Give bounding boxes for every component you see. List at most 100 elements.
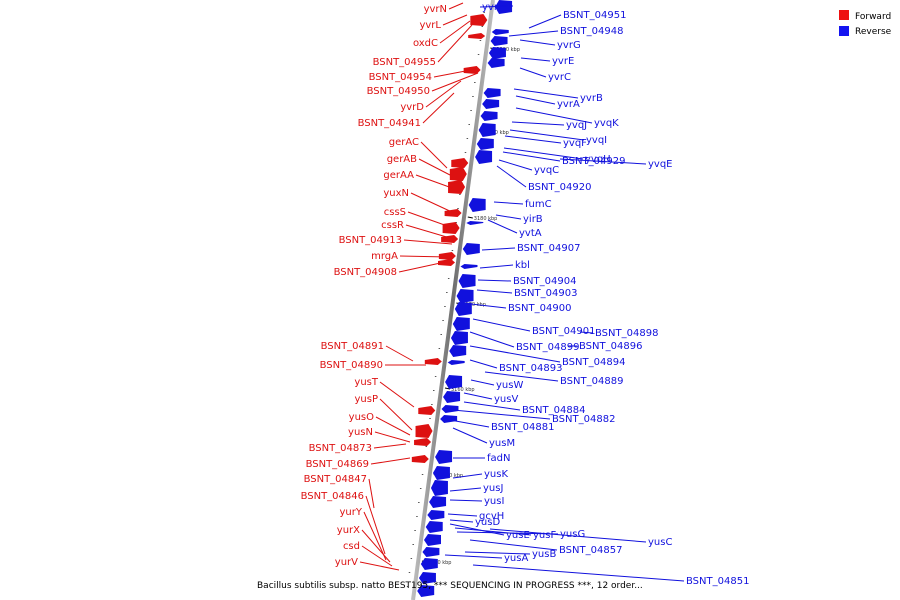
gene-label-yurv[interactable]: yurV: [335, 557, 358, 568]
gene-label-yvrl[interactable]: yvrL: [419, 20, 441, 31]
gene-label-yvrg[interactable]: yvrG: [557, 40, 581, 51]
gene-label-yuxn[interactable]: yuxN: [383, 188, 409, 199]
reverse-gene[interactable]: [418, 572, 436, 584]
forward-gene[interactable]: [442, 222, 460, 234]
gene-label-bsnt-04948[interactable]: BSNT_04948: [560, 26, 623, 37]
gene-label-bsnt-04955[interactable]: BSNT_04955: [373, 57, 436, 68]
gene-label-yusp[interactable]: yusP: [355, 394, 379, 405]
gene-label-yusj[interactable]: yusJ: [483, 483, 503, 494]
gene-label-yusb[interactable]: yusB: [532, 549, 556, 560]
gene-label-bsnt-04869[interactable]: BSNT_04869: [306, 459, 369, 470]
forward-gene[interactable]: [418, 406, 436, 415]
gene-label-bsnt-04890[interactable]: BSNT_04890: [320, 360, 383, 371]
gene-label-yvqc[interactable]: yvqC: [534, 165, 559, 176]
gene-label-yvra[interactable]: yvrA: [557, 99, 580, 110]
gene-label-yvqj[interactable]: yvqJ: [566, 120, 587, 131]
reverse-gene[interactable]: [491, 29, 509, 35]
forward-gene[interactable]: [415, 424, 433, 438]
reverse-gene[interactable]: [450, 331, 468, 345]
reverse-gene[interactable]: [422, 547, 440, 557]
gene-label-bsnt-04889[interactable]: BSNT_04889: [560, 376, 623, 387]
gene-label-csss[interactable]: cssS: [384, 207, 406, 218]
forward-gene[interactable]: [424, 358, 442, 365]
gene-label-bsnt-04954[interactable]: BSNT_04954: [369, 72, 432, 83]
reverse-gene[interactable]: [480, 111, 498, 121]
gene-label-bsnt-04951[interactable]: BSNT_04951: [563, 10, 626, 21]
gene-label-yusa[interactable]: yusA: [504, 553, 528, 564]
gene-label-yurx[interactable]: yurX: [337, 525, 360, 536]
gene-label-bsnt-04847[interactable]: BSNT_04847: [304, 474, 367, 485]
gene-label-geraa[interactable]: gerAA: [383, 170, 414, 181]
gene-label-kbl[interactable]: kbl: [515, 260, 530, 271]
reverse-gene[interactable]: [478, 123, 496, 137]
reverse-gene[interactable]: [476, 138, 494, 150]
gene-label-yvrd[interactable]: yvrD: [400, 102, 424, 113]
gene-label-yusm[interactable]: yusM: [489, 438, 515, 449]
gene-label-yust[interactable]: yusT: [354, 377, 378, 388]
gene-label-yusf[interactable]: yusF: [533, 530, 556, 541]
gene-label-bsnt-04893[interactable]: BSNT_04893: [499, 363, 562, 374]
reverse-gene[interactable]: [445, 375, 463, 389]
forward-gene[interactable]: [449, 167, 467, 181]
gene-label-csd[interactable]: csd: [343, 541, 360, 552]
reverse-gene[interactable]: [449, 345, 467, 357]
reverse-gene[interactable]: [456, 289, 474, 303]
gene-label-yusw[interactable]: yusW: [496, 380, 523, 391]
gene-label-yusv[interactable]: yusV: [494, 394, 518, 405]
reverse-gene[interactable]: [429, 496, 447, 508]
reverse-gene[interactable]: [430, 480, 448, 496]
forward-gene[interactable]: [438, 259, 455, 266]
gene-label-yvrb[interactable]: yvrB: [580, 93, 603, 104]
gene-label-bsnt-04901[interactable]: BSNT_04901: [532, 326, 595, 337]
gene-label-bsnt-04881[interactable]: BSNT_04881: [491, 422, 554, 433]
reverse-gene[interactable]: [427, 510, 445, 520]
gene-label-bsnt-04907[interactable]: BSNT_04907: [517, 243, 580, 254]
gene-label-yury[interactable]: yurY: [340, 507, 363, 518]
gene-label-yvrn[interactable]: yvrN: [424, 4, 447, 15]
gene-label-bsnt-04896[interactable]: BSNT_04896: [579, 341, 642, 352]
forward-gene[interactable]: [451, 158, 469, 168]
gene-label-yusd[interactable]: yusD: [475, 517, 500, 528]
gene-label-gcvh[interactable]: gcvH: [479, 511, 504, 522]
gene-label-gerac[interactable]: gerAC: [389, 137, 419, 148]
reverse-gene[interactable]: [420, 558, 438, 570]
gene-label-yusi[interactable]: yusI: [484, 496, 504, 507]
gene-label-bsnt-04900[interactable]: BSNT_04900: [508, 303, 571, 314]
gene-label-yusn[interactable]: yusN: [348, 427, 373, 438]
gene-label-bsnt-04908[interactable]: BSNT_04908: [334, 267, 397, 278]
gene-label-yusc[interactable]: yusC: [648, 537, 672, 548]
gene-label-bsnt-04898[interactable]: BSNT_04898: [595, 328, 658, 339]
gene-label-bsnt-04950[interactable]: BSNT_04950: [367, 86, 430, 97]
gene-label-bsnt-04920[interactable]: BSNT_04920: [528, 182, 591, 193]
gene-label-fadn[interactable]: fadN: [487, 453, 510, 464]
reverse-gene[interactable]: [454, 302, 472, 316]
forward-gene[interactable]: [468, 33, 486, 39]
reverse-gene[interactable]: [483, 88, 501, 98]
reverse-gene[interactable]: [482, 99, 500, 109]
reverse-gene[interactable]: [452, 317, 470, 331]
reverse-gene[interactable]: [458, 274, 476, 288]
gene-label-yuso[interactable]: yusO: [349, 412, 374, 423]
reverse-gene[interactable]: [424, 534, 441, 546]
gene-label-yusg[interactable]: yusG: [560, 529, 585, 540]
gene-label-yvta[interactable]: yvtA: [519, 228, 542, 239]
gene-label-yirb[interactable]: yirB: [523, 214, 543, 225]
gene-label-mrga[interactable]: mrgA: [371, 251, 398, 262]
reverse-gene[interactable]: [466, 221, 484, 225]
gene-label-bsnt-04929[interactable]: BSNT_04929: [562, 156, 625, 167]
gene-label-bsnt-04846[interactable]: BSNT_04846: [301, 491, 364, 502]
reverse-gene[interactable]: [425, 521, 443, 533]
gene-label-yvqi[interactable]: yvqI: [586, 135, 607, 146]
reverse-gene[interactable]: [468, 198, 486, 212]
reverse-gene[interactable]: [441, 405, 459, 413]
gene-label-bsnt-04851[interactable]: BSNT_04851: [686, 576, 749, 587]
gene-label-bsnt-04941[interactable]: BSNT_04941: [358, 118, 421, 129]
gene-label-bsnt-04884[interactable]: BSNT_04884: [522, 405, 585, 416]
gene-label-yvrc[interactable]: yvrC: [548, 72, 571, 83]
gene-label-bsnt-04899[interactable]: BSNT_04899: [516, 342, 579, 353]
gene-label-bsnt-04903[interactable]: BSNT_04903: [514, 288, 577, 299]
reverse-gene[interactable]: [432, 466, 450, 480]
reverse-gene[interactable]: [447, 360, 465, 365]
reverse-gene[interactable]: [495, 0, 513, 14]
gene-label-bsnt-04894[interactable]: BSNT_04894: [562, 357, 625, 368]
